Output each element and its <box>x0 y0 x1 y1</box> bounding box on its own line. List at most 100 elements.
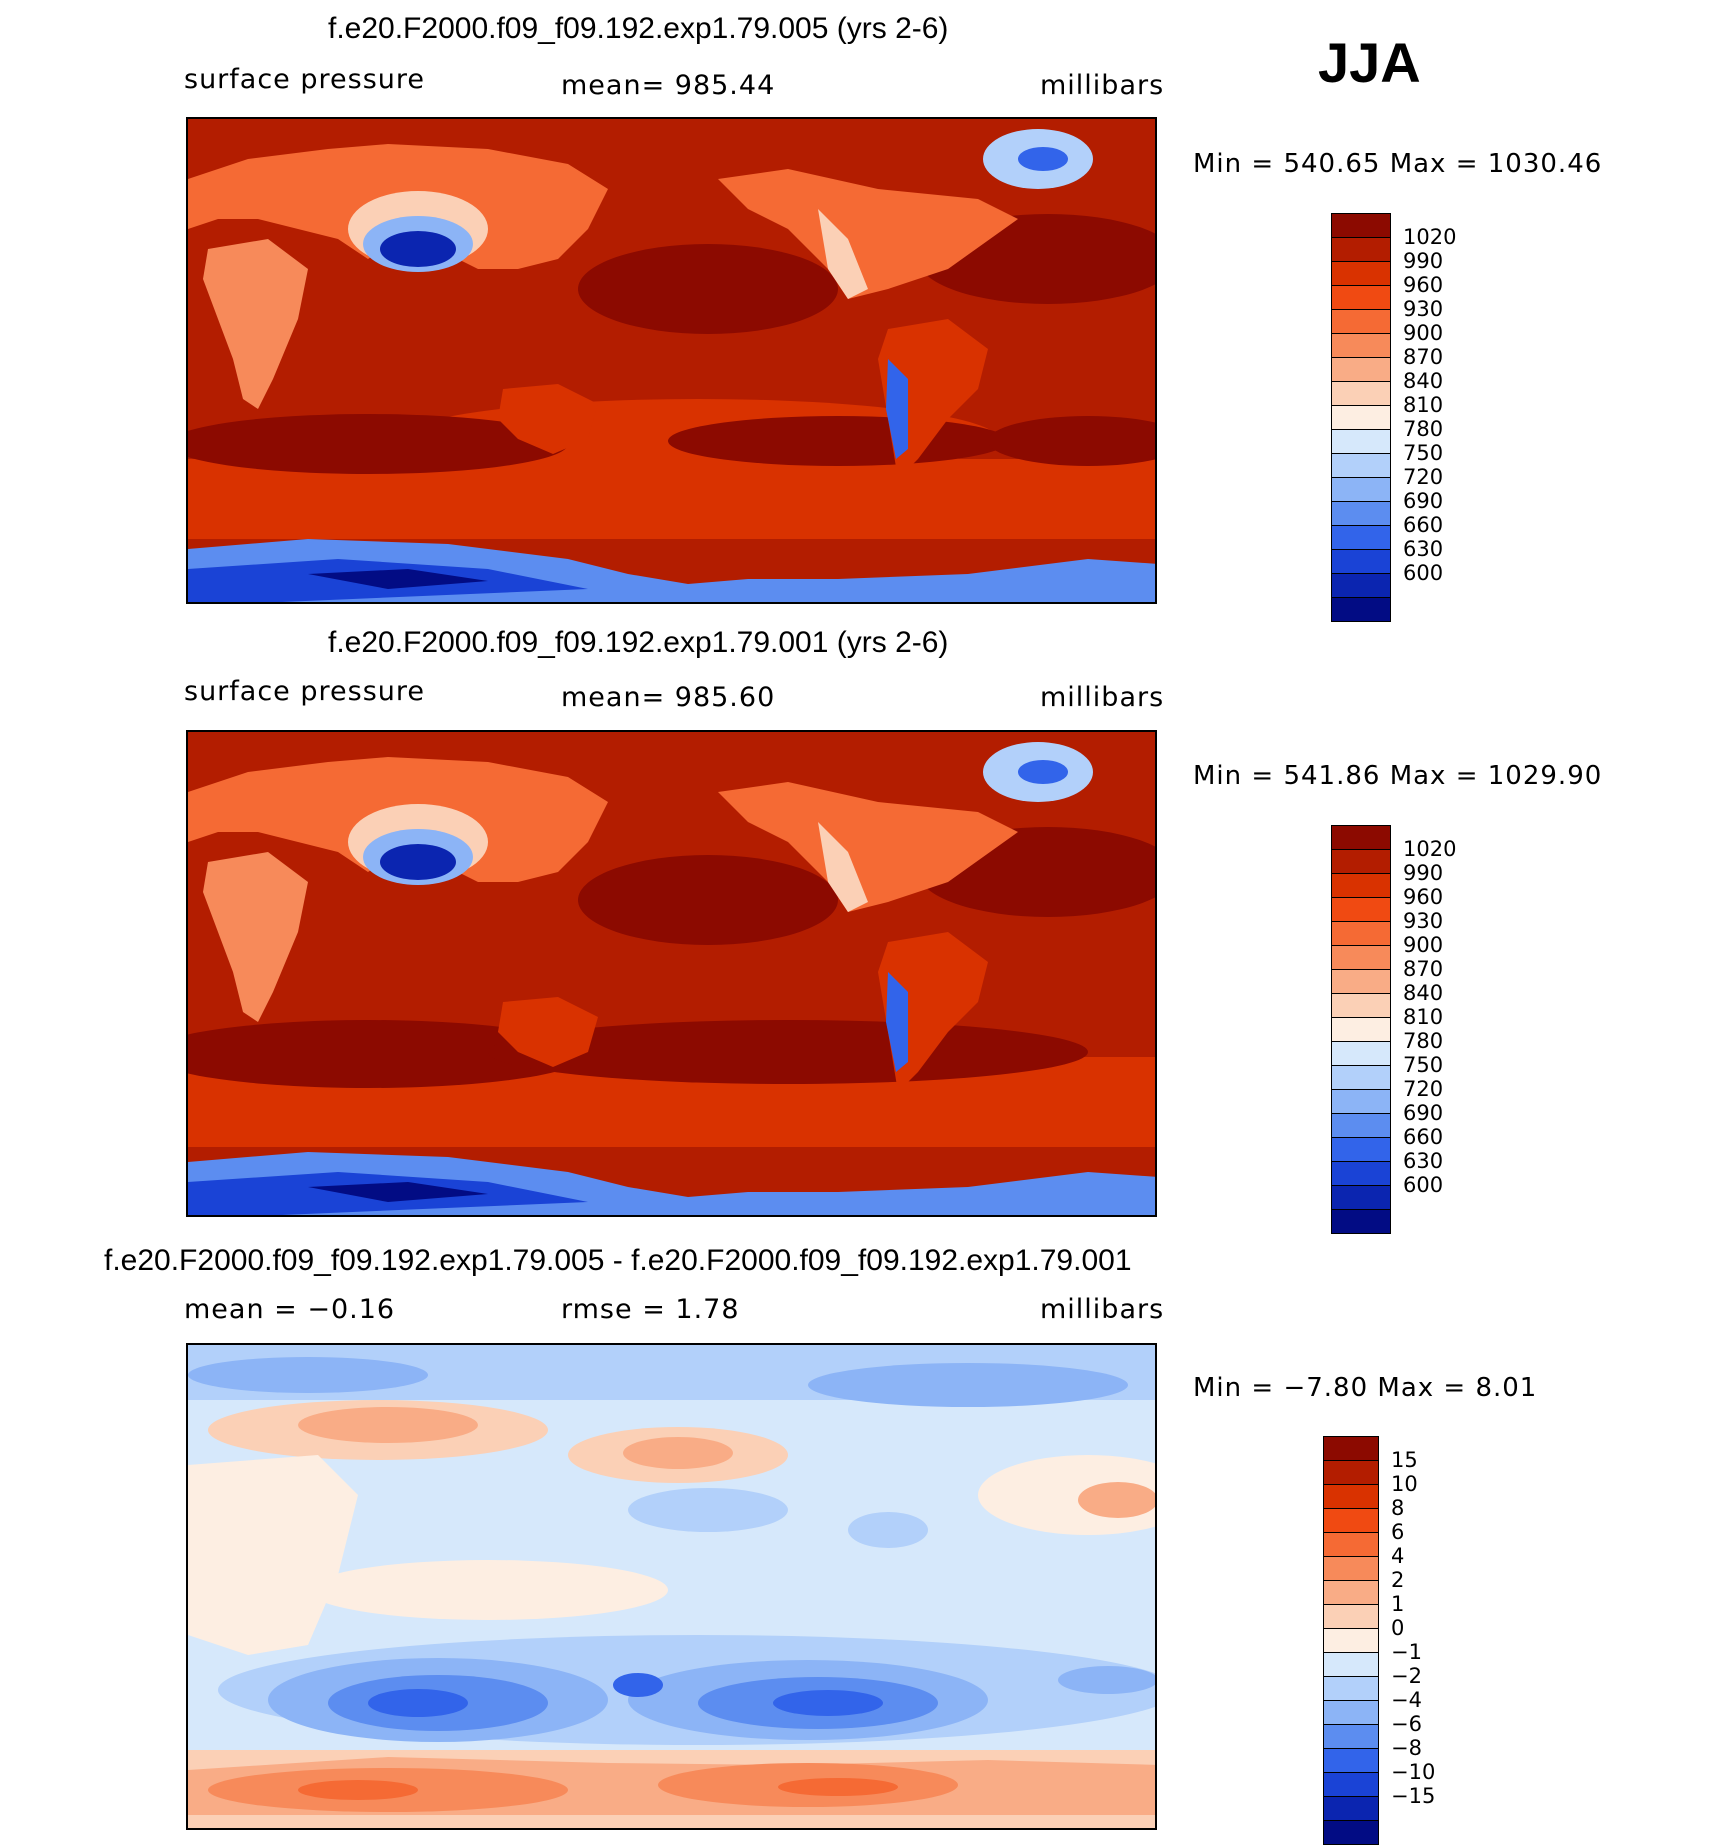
colorbar-tick-label: −8 <box>1391 1736 1422 1760</box>
colorbar-swatch <box>1331 897 1391 922</box>
colorbar-swatch <box>1323 1460 1379 1485</box>
panel3-map <box>186 1343 1157 1830</box>
colorbar-swatch <box>1331 1041 1391 1066</box>
colorbar-tick-label: 0 <box>1391 1616 1405 1640</box>
colorbar-swatch <box>1323 1508 1379 1533</box>
colorbar-swatch <box>1331 969 1391 994</box>
panel2-minmax: Min = 541.86 Max = 1029.90 <box>1193 761 1603 791</box>
colorbar-swatch <box>1323 1628 1379 1653</box>
colorbar-swatch <box>1323 1484 1379 1509</box>
colorbar-tick-label: 600 <box>1403 561 1444 585</box>
colorbar-swatch <box>1323 1676 1379 1701</box>
colorbar-swatch <box>1331 1089 1391 1114</box>
colorbar-tick-label: 990 <box>1403 249 1444 273</box>
panel1-variable-label: surface pressure <box>184 64 425 95</box>
colorbar-tick-label: 690 <box>1403 489 1444 513</box>
colorbar-tick-label: 750 <box>1403 441 1444 465</box>
colorbar-tick-label: 780 <box>1403 417 1444 441</box>
panel2-variable-label: surface pressure <box>184 676 425 707</box>
colorbar-swatch <box>1323 1796 1379 1821</box>
panel3-units-label: millibars <box>1040 1294 1165 1325</box>
colorbar-swatch <box>1331 921 1391 946</box>
colorbar-swatch <box>1323 1580 1379 1605</box>
colorbar-swatch <box>1331 573 1391 598</box>
colorbar-tick-label: 1020 <box>1403 837 1457 861</box>
panel1-map-field <box>188 119 1155 602</box>
colorbar-tick-label: 810 <box>1403 1005 1444 1029</box>
colorbar-tick-label: −1 <box>1391 1640 1422 1664</box>
colorbar-tick-label: 15 <box>1391 1448 1418 1472</box>
colorbar-swatch <box>1331 261 1391 286</box>
colorbar-tick-label: 4 <box>1391 1544 1405 1568</box>
colorbar-swatch <box>1331 1137 1391 1162</box>
panel3-title: f.e20.F2000.f09_f09.192.exp1.79.005 - f.… <box>104 1244 1132 1277</box>
panel2-map <box>186 730 1157 1217</box>
colorbar-swatch <box>1331 285 1391 310</box>
colorbar-tick-label: 630 <box>1403 1149 1444 1173</box>
colorbar-tick-label: 870 <box>1403 345 1444 369</box>
panel2-map-field <box>188 732 1155 1215</box>
colorbar-tick-label: 690 <box>1403 1101 1444 1125</box>
colorbar-tick-label: 840 <box>1403 369 1444 393</box>
colorbar-swatch <box>1331 213 1391 238</box>
colorbar-swatch <box>1331 453 1391 478</box>
colorbar-tick-label: 600 <box>1403 1173 1444 1197</box>
colorbar-swatch <box>1331 381 1391 406</box>
panel3-rmse-label: rmse = 1.78 <box>561 1294 740 1325</box>
colorbar-tick-label: 960 <box>1403 273 1444 297</box>
colorbar-swatch <box>1331 237 1391 262</box>
colorbar-swatch <box>1323 1724 1379 1749</box>
colorbar-tick-label: 1 <box>1391 1592 1405 1616</box>
panel3-minmax: Min = −7.80 Max = 8.01 <box>1193 1373 1538 1403</box>
panel2-title: f.e20.F2000.f09_f09.192.exp1.79.001 (yrs… <box>328 626 949 659</box>
panel1-mean-label: mean= 985.44 <box>561 70 776 101</box>
colorbar-tick-label: 10 <box>1391 1472 1418 1496</box>
colorbar-tick-label: 930 <box>1403 909 1444 933</box>
panel3-map-field <box>188 1345 1155 1828</box>
colorbar-swatch <box>1331 333 1391 358</box>
colorbar-tick-label: −6 <box>1391 1712 1422 1736</box>
colorbar-swatch <box>1331 1161 1391 1186</box>
colorbar-swatch <box>1331 993 1391 1018</box>
colorbar-swatch <box>1323 1436 1379 1461</box>
colorbar-tick-label: 6 <box>1391 1520 1405 1544</box>
colorbar-tick-label: 660 <box>1403 513 1444 537</box>
panel2-units-label: millibars <box>1040 682 1165 713</box>
colorbar-swatch <box>1331 597 1391 622</box>
colorbar-swatch <box>1323 1700 1379 1725</box>
colorbar-tick-label: 840 <box>1403 981 1444 1005</box>
colorbar-swatch <box>1331 825 1391 850</box>
colorbar-swatch <box>1323 1532 1379 1557</box>
colorbar-tick-label: −4 <box>1391 1688 1422 1712</box>
colorbar-tick-label: −10 <box>1391 1760 1436 1784</box>
colorbar-swatch <box>1331 549 1391 574</box>
colorbar-tick-label: 1020 <box>1403 225 1457 249</box>
colorbar-swatch <box>1331 429 1391 454</box>
colorbar-tick-label: 720 <box>1403 1077 1444 1101</box>
colorbar-swatch <box>1331 1065 1391 1090</box>
colorbar-swatch <box>1331 501 1391 526</box>
panel2-mean-label: mean= 985.60 <box>561 682 776 713</box>
colorbar-tick-label: 720 <box>1403 465 1444 489</box>
colorbar-tick-label: 750 <box>1403 1053 1444 1077</box>
colorbar-swatch <box>1331 525 1391 550</box>
colorbar-swatch <box>1331 945 1391 970</box>
colorbar-swatch <box>1331 357 1391 382</box>
colorbar-tick-label: 990 <box>1403 861 1444 885</box>
colorbar-tick-label: 810 <box>1403 393 1444 417</box>
colorbar-tick-label: 630 <box>1403 537 1444 561</box>
colorbar-tick-label: 8 <box>1391 1496 1405 1520</box>
colorbar-swatch <box>1331 1209 1391 1234</box>
colorbar-tick-label: −15 <box>1391 1784 1436 1808</box>
colorbar-tick-label: 900 <box>1403 321 1444 345</box>
colorbar-tick-label: 2 <box>1391 1568 1405 1592</box>
colorbar-swatch <box>1323 1772 1379 1797</box>
colorbar-tick-label: 960 <box>1403 885 1444 909</box>
colorbar-swatch <box>1323 1820 1379 1845</box>
panel1-title: f.e20.F2000.f09_f09.192.exp1.79.005 (yrs… <box>328 12 949 45</box>
panel1-units-label: millibars <box>1040 70 1165 101</box>
panel3-mean-label: mean = −0.16 <box>184 1294 396 1325</box>
colorbar-swatch <box>1331 1113 1391 1138</box>
colorbar-tick-label: 780 <box>1403 1029 1444 1053</box>
colorbar-swatch <box>1331 477 1391 502</box>
